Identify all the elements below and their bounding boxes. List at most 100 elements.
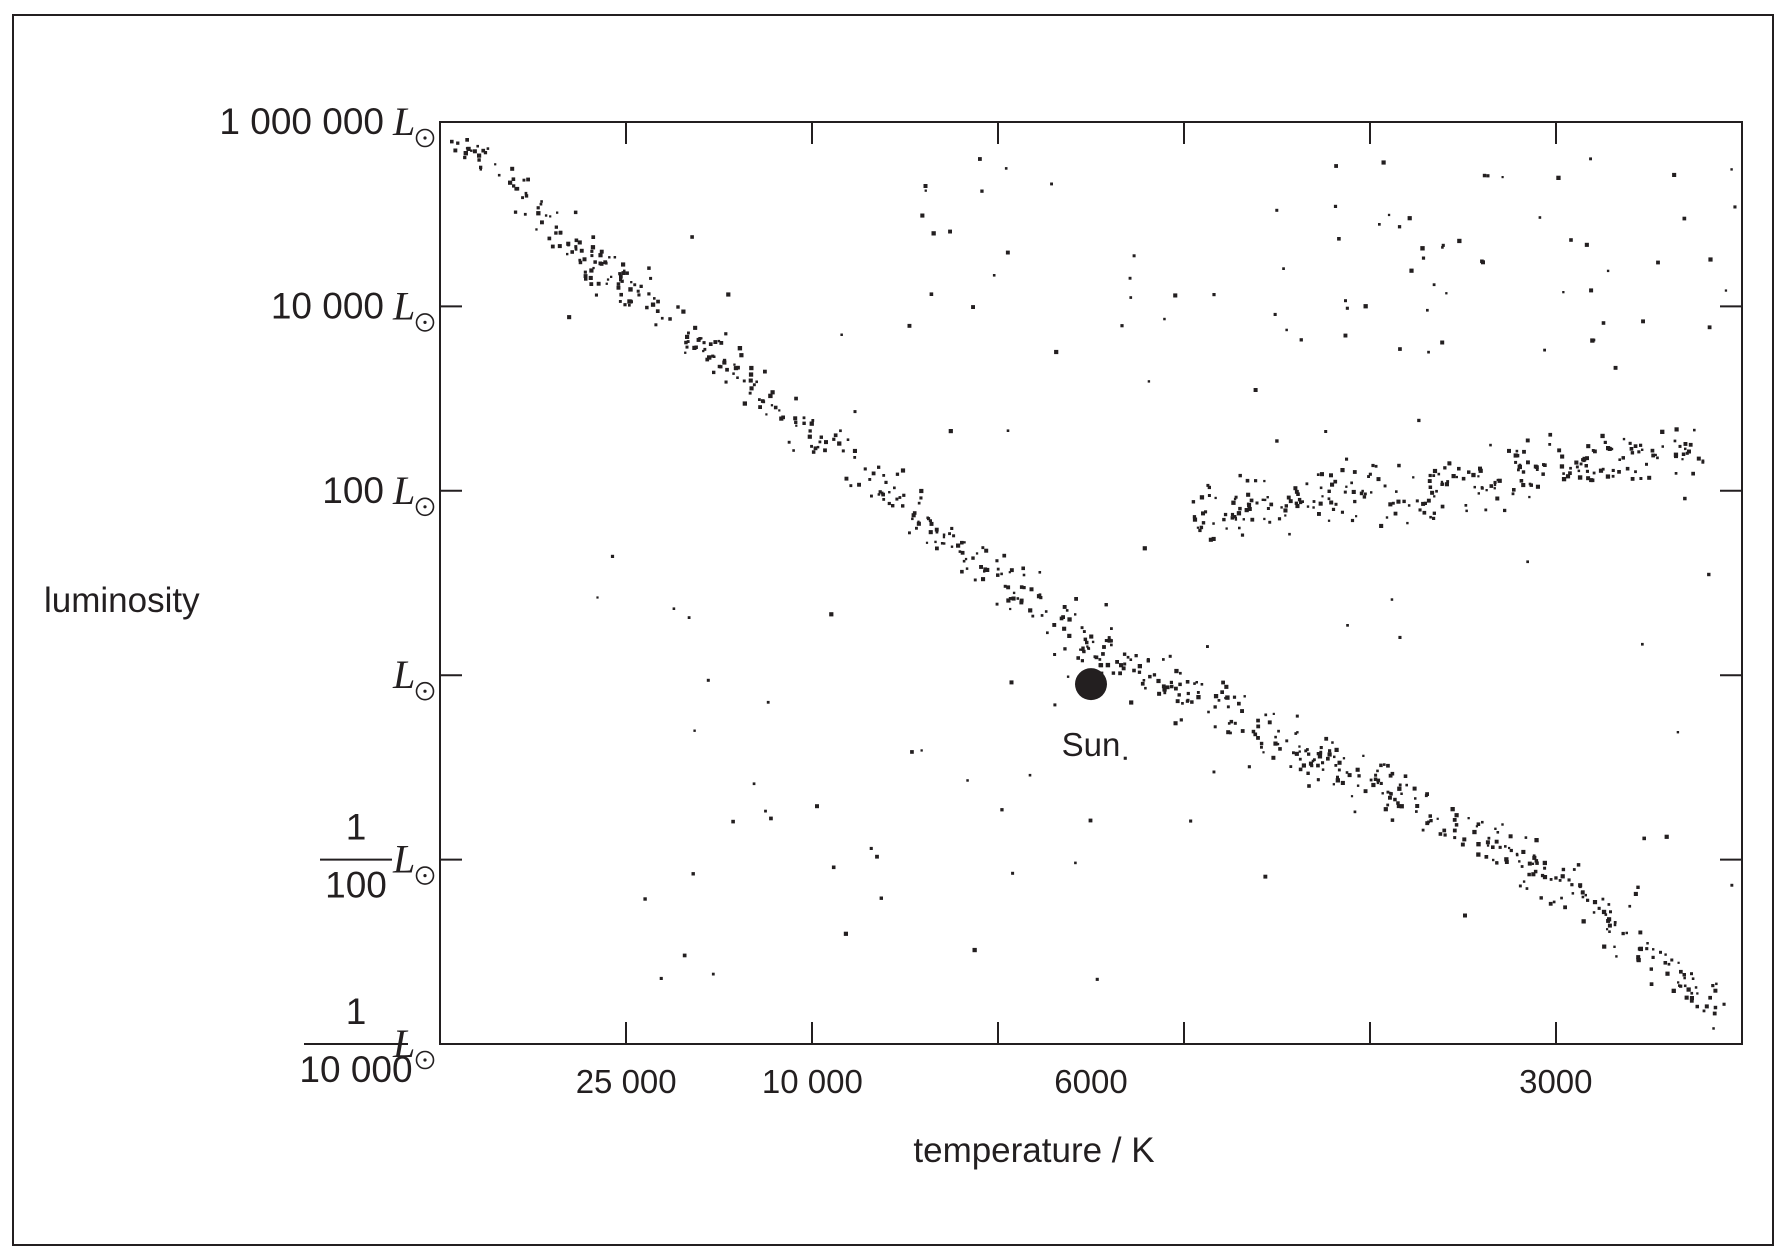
star-point [1412,476,1415,479]
star-point [1102,645,1106,649]
sun-symbol-dot [423,136,427,140]
star-point [1586,476,1591,481]
star-point [1480,486,1484,489]
star-point [1711,984,1715,988]
star-point [1707,572,1711,577]
star-point [1234,516,1237,520]
star-point [1625,466,1630,471]
sun-symbol-dot [423,320,427,324]
star-point [1683,442,1688,446]
star-point [1531,862,1535,865]
star-point [853,456,857,459]
star-point [1527,872,1531,877]
star-point [1713,988,1718,993]
star-point [722,360,727,365]
star-point [1119,663,1124,668]
star-point [981,577,986,582]
star-point [1022,573,1026,577]
star-point [1601,897,1605,901]
star-point [1263,874,1268,879]
star-point [1022,586,1026,590]
star-point [1337,760,1342,765]
star-point [1443,466,1447,470]
star-point [1383,763,1386,766]
star-point [1660,429,1665,434]
star-point [1622,437,1626,441]
star-point [1240,709,1244,713]
star-point [1374,464,1378,468]
star-point [1428,485,1433,489]
star-point [637,293,641,297]
star-point [1271,755,1276,760]
star-point [682,953,687,958]
star-point [1561,477,1567,482]
star-point [963,541,966,544]
star-point [1368,472,1372,476]
star-point [1067,633,1072,638]
star-point [705,357,710,362]
star-point [1674,427,1679,432]
star-point [1340,468,1345,473]
star-point [717,339,721,343]
star-point [1294,732,1298,735]
star-point [1424,794,1428,798]
star-point [1730,168,1733,171]
star-point [1373,777,1378,781]
star-point [1403,774,1408,778]
star-point [1307,784,1311,788]
star-point [1390,818,1395,822]
star-point [773,405,778,410]
star-point [1317,754,1323,759]
star-point [898,496,902,499]
star-point [1142,546,1147,551]
star-point [1432,474,1436,477]
star-point [1581,919,1586,924]
star-point [1584,242,1589,247]
star-point [1095,977,1099,981]
star-point [781,415,785,420]
star-point [942,533,946,536]
star-point [809,421,814,426]
star-point [971,556,975,560]
star-point [1432,516,1436,520]
star-point [1340,780,1345,785]
star-point [811,419,815,422]
sun-marker [1075,668,1107,701]
star-point [1340,510,1344,514]
star-point [1598,468,1604,473]
star-point [1633,891,1638,896]
star-point [1213,694,1219,699]
star-point [1504,857,1509,862]
star-point [1601,909,1607,915]
star-point [1645,462,1648,466]
star-point [1147,380,1151,383]
star-point [1593,449,1597,454]
star-point [755,380,758,384]
star-point [650,302,656,307]
y-tick-numerator: 1 [346,991,367,1032]
star-point [829,612,834,617]
star-point [557,244,562,249]
star-point [621,262,626,267]
star-point [724,380,728,384]
star-point [1243,695,1246,698]
star-point [1429,819,1433,823]
star-point [1201,521,1206,525]
star-point [1289,765,1293,768]
star-point [1494,827,1497,830]
star-point [513,210,518,214]
star-point [1301,763,1306,768]
star-point [1690,991,1694,995]
star-point [766,700,770,704]
star-point [1240,729,1245,733]
star-point [1002,553,1007,558]
star-point [1426,498,1431,503]
star-point [1562,291,1565,294]
star-point [965,567,969,570]
star-point [869,846,873,850]
star-point [1046,631,1049,635]
star-point [1295,714,1299,718]
star-point [1682,216,1687,221]
star-point [1647,475,1652,480]
